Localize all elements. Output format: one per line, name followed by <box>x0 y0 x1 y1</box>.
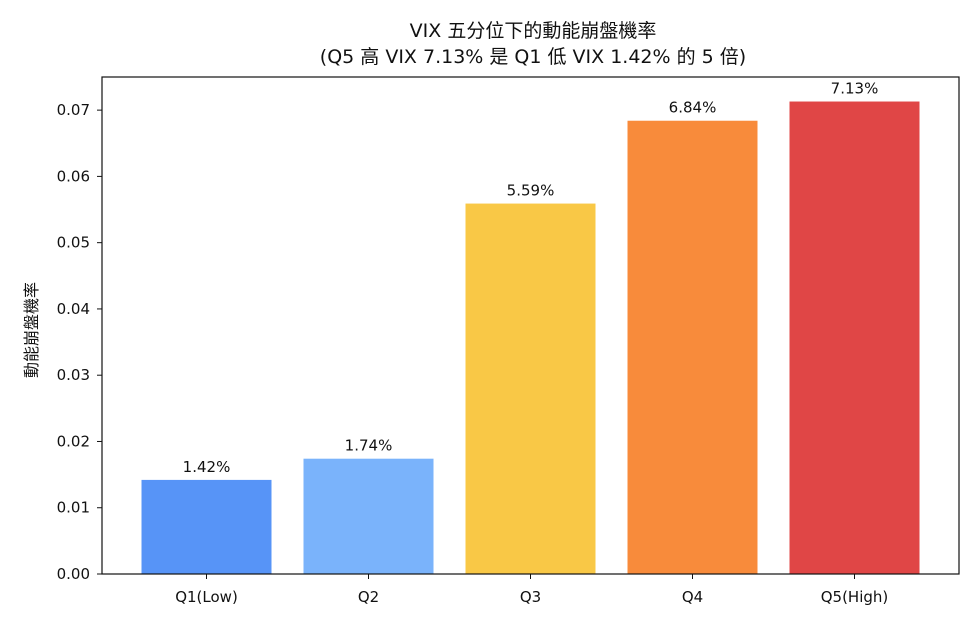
bar-3 <box>465 203 596 574</box>
y-tick-label: 0.07 <box>57 101 90 119</box>
x-tick-label: Q3 <box>520 588 541 606</box>
chart-subtitle: (Q5 高 VIX 7.13% 是 Q1 低 VIX 1.42% 的 5 倍) <box>320 46 746 68</box>
x-tick-label: Q4 <box>682 588 703 606</box>
plot-frame <box>101 76 960 575</box>
data-label-1: 1.42% <box>183 458 231 476</box>
bar-5 <box>789 101 920 574</box>
data-labels-layer: 1.42% 1.74% 5.59% 6.84% 7.13% <box>183 80 879 476</box>
data-label-5: 7.13% <box>831 80 879 98</box>
bar-1 <box>141 479 272 574</box>
y-axis-ticks: 0.00 0.01 0.02 0.03 0.04 0.05 0.06 0.07 <box>57 101 102 583</box>
chart-title: VIX 五分位下的動能崩盤機率 <box>410 20 657 42</box>
x-tick-label: Q2 <box>358 588 379 606</box>
x-tick-label: Q1(Low) <box>175 588 238 606</box>
y-tick-label: 0.02 <box>57 432 90 450</box>
data-label-2: 1.74% <box>345 437 393 455</box>
y-tick-label: 0.04 <box>57 300 90 318</box>
y-tick-label: 0.03 <box>57 366 90 384</box>
bar-2 <box>303 458 434 574</box>
y-tick-label: 0.06 <box>57 167 90 185</box>
x-tick-label: Q5(High) <box>821 588 889 606</box>
data-label-4: 6.84% <box>669 99 717 117</box>
bar-4 <box>627 120 758 575</box>
data-label-3: 5.59% <box>507 182 555 200</box>
bars-layer <box>141 101 920 575</box>
y-tick-label: 0.00 <box>57 565 90 583</box>
x-axis-ticks: Q1(Low) Q2 Q3 Q4 Q5(High) <box>175 574 888 606</box>
y-tick-label: 0.01 <box>57 499 90 517</box>
y-tick-label: 0.05 <box>57 234 90 252</box>
y-axis-label: 動能崩盤機率 <box>22 282 41 378</box>
